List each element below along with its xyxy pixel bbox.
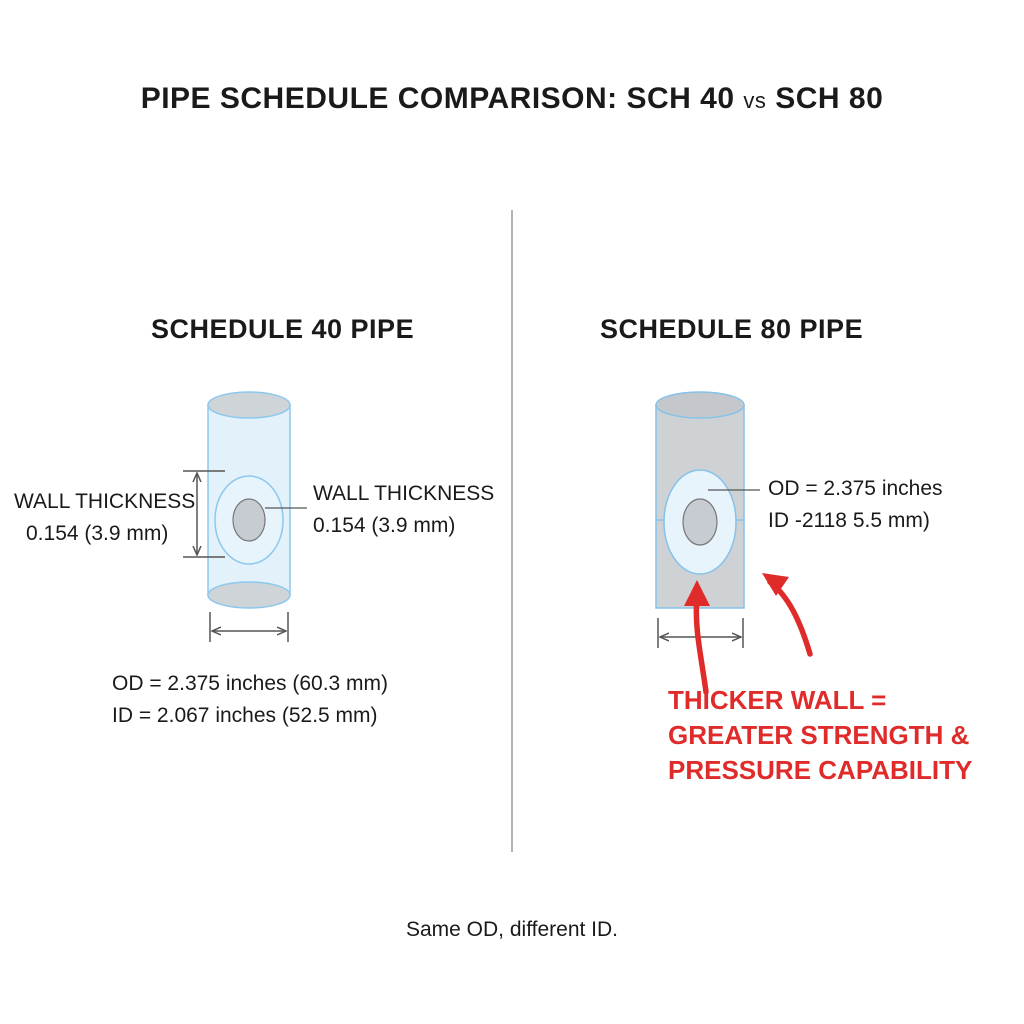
sch40-wall-right-line1: WALL THICKNESS — [313, 482, 495, 505]
title-left: PIPE SCHEDULE COMPARISON: SCH 40 — [140, 82, 735, 115]
sch40-id-label: ID = 2.067 inches (52.5 mm) — [112, 704, 378, 727]
callout-line1: THICKER WALL = — [668, 685, 887, 715]
sch40-wall-dimension — [183, 470, 225, 558]
title-right: SCH 80 — [775, 82, 884, 115]
sch80-od-label: OD = 2.375 inches — [768, 477, 943, 500]
sch80-dimensions: OD = 2.375 inches ID -2118 5.5 mm) — [768, 473, 943, 537]
sch40-od-dimension — [209, 612, 289, 642]
sch40-od-label: OD = 2.375 inches (60.3 mm) — [112, 672, 389, 695]
sch40-pipe-bottom-end — [207, 581, 291, 609]
callout-line3: PRESSURE CAPABILITY — [668, 755, 973, 785]
sch40-wall-right-line2: 0.154 (3.9 mm) — [313, 514, 456, 537]
sch40-wall-label-right: WALL THICKNESS 0.154 (3.9 mm) — [313, 478, 494, 542]
sch40-pipe — [207, 391, 291, 609]
red-arrow-left — [693, 595, 709, 695]
sch40-wall-left-line1: WALL THICKNESS — [14, 490, 196, 513]
sch40-dimensions: OD = 2.375 inches (60.3 mm) ID = 2.067 i… — [112, 668, 388, 732]
callout-line2: GREATER STRENGTH & — [668, 720, 970, 750]
footnote: Same OD, different ID. — [405, 918, 619, 941]
sch80-cross-section-inner — [682, 498, 718, 546]
sch80-pipe — [655, 391, 745, 609]
sch40-cross-section-inner — [232, 498, 266, 542]
page-title: PIPE SCHEDULE COMPARISON: SCH 40 vs SCH … — [0, 82, 1024, 116]
sch80-pipe-top-end — [655, 391, 745, 419]
sch40-heading: SCHEDULE 40 PIPE — [151, 314, 415, 344]
sch40-wall-label-left: WALL THICKNESS 0.154 (3.9 mm) — [14, 486, 195, 550]
sch40-pipe-top-end — [207, 391, 291, 419]
sch40-wall-left-line2: 0.154 (3.9 mm) — [26, 522, 169, 545]
sch80-heading: SCHEDULE 80 PIPE — [600, 314, 864, 344]
sch80-id-label: ID -2118 5.5 mm) — [768, 509, 930, 532]
thicker-wall-callout: THICKER WALL = GREATER STRENGTH & PRESSU… — [668, 683, 972, 788]
red-callout-arrows — [684, 573, 813, 695]
title-vs: vs — [743, 88, 767, 113]
